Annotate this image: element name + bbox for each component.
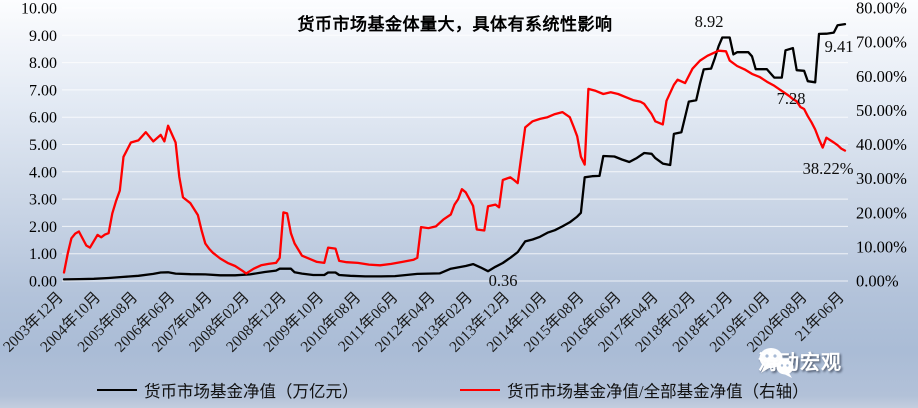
annotation-dip-2020: 7.28: [776, 89, 806, 108]
y-left-tick-label: 5.00: [29, 137, 57, 154]
y-right-tick-label: 20.00%: [856, 203, 907, 222]
wechat-icon: [759, 348, 794, 378]
legend-item-money-fund-ratio: 货币市场基金净值/全部基金净值（右轴）: [460, 378, 809, 402]
y-left-tick-label: 7.00: [29, 82, 57, 99]
series-line-money-fund-ratio: [62, 49, 847, 275]
y-left-tick-label: 1.00: [29, 246, 57, 263]
y-left-tick-label: 2.00: [29, 219, 57, 236]
legend-label-money-fund-ratio: 货币市场基金净值/全部基金净值（右轴）: [507, 382, 809, 401]
legend-line-black: [97, 389, 137, 391]
y-left-tick-label: 0.00: [29, 274, 57, 291]
series-line-money-fund-nav: [62, 22, 847, 281]
y-right-tick-label: 0.00%: [856, 272, 899, 291]
legend-line-red: [460, 389, 500, 391]
y-left-tick-label: 9.00: [29, 28, 57, 45]
chart-title: 货币市场基金体量大，具体有系统性影响: [297, 15, 613, 34]
y-left-tick-label: 3.00: [29, 192, 57, 209]
watermark: 涛动宏观: [758, 346, 842, 378]
y-left-tick-label: 10.00: [21, 1, 57, 18]
y-right-tick-label: 60.00%: [856, 67, 907, 86]
y-right-tick-label: 70.00%: [856, 33, 907, 52]
legend-item-money-fund-nav: 货币市场基金净值（万亿元）: [97, 378, 359, 402]
y-right-tick-label: 80.00%: [856, 0, 907, 18]
y-left-tick-label: 8.00: [29, 55, 57, 72]
y-left-tick-label: 4.00: [29, 164, 57, 181]
annotation-peak-2018: 8.92: [694, 12, 724, 31]
annotation-end-left: 9.41: [824, 37, 854, 56]
y-right-tick-label: 10.00%: [856, 237, 907, 256]
y-left-tick-label: 6.00: [29, 110, 57, 127]
legend-label-money-fund-nav: 货币市场基金净值（万亿元）: [144, 382, 359, 401]
y-right-tick-label: 40.00%: [856, 135, 907, 154]
y-right-tick-label: 30.00%: [856, 169, 907, 188]
annotation-end-right: 38.22%: [802, 159, 854, 178]
annotation-dip-2013: 0.36: [488, 271, 518, 290]
y-right-tick-label: 50.00%: [856, 101, 907, 120]
